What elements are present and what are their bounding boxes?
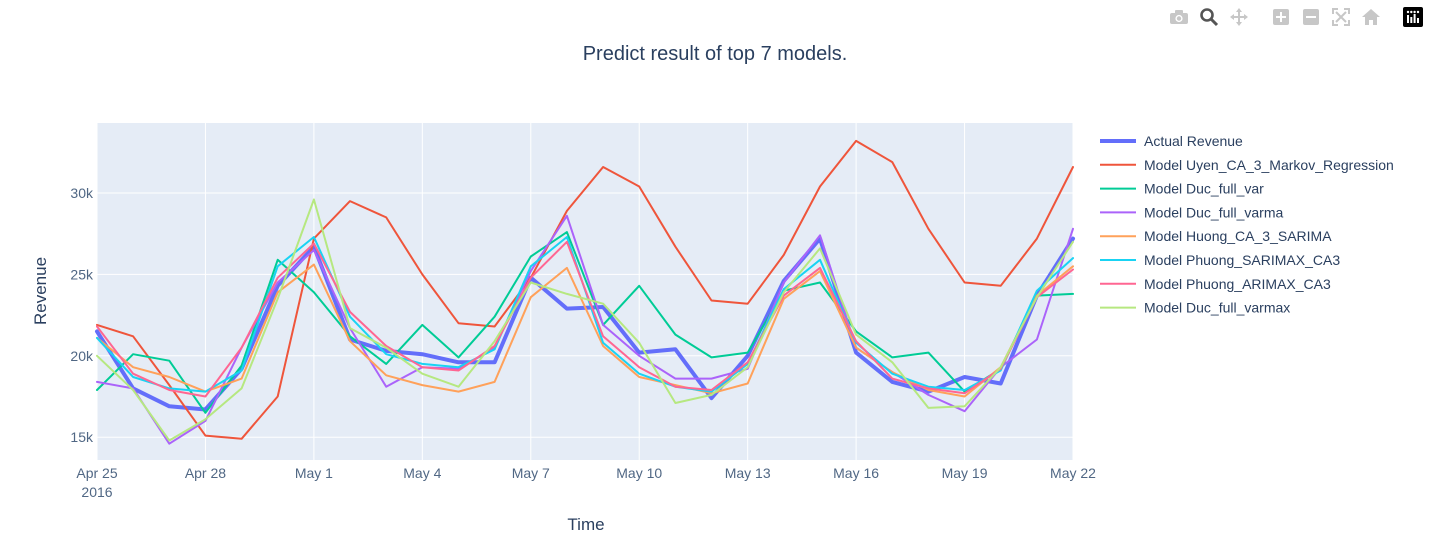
chart-title: Predict result of top 7 models. — [583, 43, 848, 65]
x-axis-tick-labels: Apr 25 2016 Apr 28 May 1 May 4 May 7 May 10 May… — [76, 465, 1096, 500]
legend-item[interactable]: Model Phuong_ARIMAX_CA3 — [1100, 276, 1331, 292]
y-tick-label: 15k — [70, 429, 94, 445]
x-tick-label: May 16 — [833, 465, 879, 481]
legend-label: Model Phuong_SARIMAX_CA3 — [1144, 252, 1340, 268]
series-line-1[interactable] — [96, 139, 1074, 440]
legend-label: Model Duc_full_var — [1144, 181, 1264, 197]
y-axis-label: Revenue — [31, 257, 50, 325]
x-tick-label: May 13 — [725, 465, 771, 481]
legend-label: Model Uyen_CA_3_Markov_Regression — [1144, 157, 1394, 173]
zoom-in-icon[interactable] — [1268, 6, 1294, 28]
x-tick-label: Apr 28 — [185, 465, 226, 481]
legend-item[interactable]: Model Phuong_SARIMAX_CA3 — [1100, 252, 1340, 268]
x-tick-label: May 4 — [403, 465, 441, 481]
x-tick-label: May 22 — [1050, 465, 1096, 481]
legend[interactable]: Actual Revenue Model Uyen_CA_3_Markov_Reg… — [1100, 133, 1394, 316]
y-tick-label: 20k — [70, 348, 94, 364]
x-tick-sublabel: 2016 — [81, 484, 112, 500]
y-tick-label: 25k — [70, 266, 94, 282]
legend-label: Actual Revenue — [1144, 133, 1243, 149]
legend-label: Model Duc_full_varma — [1144, 204, 1283, 220]
legend-label: Model Duc_full_varmax — [1144, 300, 1290, 316]
x-axis-label: Time — [567, 515, 604, 534]
legend-item[interactable]: Model Duc_full_varmax — [1100, 300, 1290, 316]
series-line-7[interactable] — [96, 198, 1074, 442]
legend-label: Model Phuong_ARIMAX_CA3 — [1144, 276, 1331, 292]
legend-item[interactable]: Model Uyen_CA_3_Markov_Regression — [1100, 157, 1394, 173]
modebar-toolbar — [1166, 6, 1426, 28]
y-tick-label: 30k — [70, 185, 94, 201]
pan-icon[interactable] — [1226, 6, 1252, 28]
legend-item[interactable]: Actual Revenue — [1100, 133, 1243, 149]
camera-icon[interactable] — [1166, 6, 1192, 28]
zoom-icon[interactable] — [1196, 6, 1222, 28]
legend-item[interactable]: Model Duc_full_var — [1100, 181, 1264, 197]
x-tick-label: Apr 25 — [76, 465, 117, 481]
y-axis-tick-labels: 15k 20k 25k 30k — [70, 185, 94, 445]
grid-lines — [96, 123, 1074, 460]
x-tick-label: May 1 — [295, 465, 333, 481]
legend-label: Model Huong_CA_3_SARIMA — [1144, 228, 1332, 244]
home-icon[interactable] — [1358, 6, 1384, 28]
legend-item[interactable]: Model Duc_full_varma — [1100, 204, 1283, 220]
plotly-logo-icon[interactable] — [1400, 6, 1426, 28]
x-tick-label: May 7 — [512, 465, 550, 481]
series-lines[interactable] — [95, 139, 1075, 445]
x-tick-label: May 19 — [942, 465, 988, 481]
legend-item[interactable]: Model Huong_CA_3_SARIMA — [1100, 228, 1332, 244]
autoscale-icon[interactable] — [1328, 6, 1354, 28]
zoom-out-icon[interactable] — [1298, 6, 1324, 28]
x-tick-label: May 10 — [616, 465, 662, 481]
